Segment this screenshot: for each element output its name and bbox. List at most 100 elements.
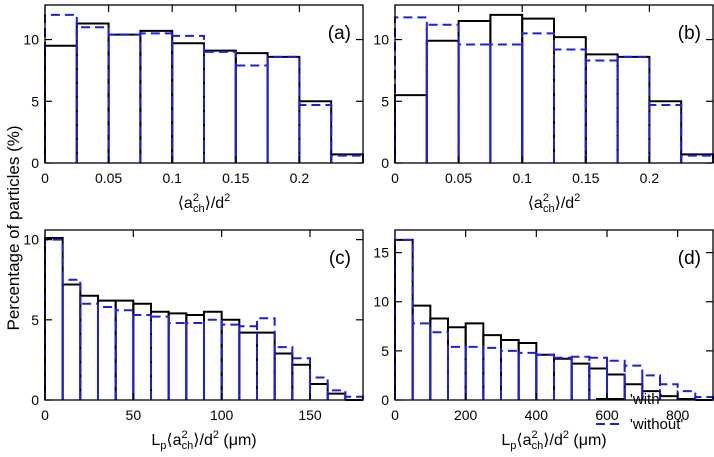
y-tick-label: 15 [373,245,389,261]
bar-without-3 [489,43,524,163]
x-tick-label: 800 [666,407,690,423]
x-axis-label-part: 2 [563,429,569,441]
series-without [44,13,364,163]
x-tick-label: 0.1 [162,170,182,186]
bar-without-0 [394,238,414,400]
bar-with-7 [616,55,651,163]
x-axis-label-part: ⟩/d [543,432,563,449]
x-axis-label-part: (μm) [569,432,607,449]
bar-without-9 [553,356,573,400]
bar-without-4 [171,34,205,163]
bar-with-12 [606,373,626,400]
x-axis-label-part: 2 [213,429,219,441]
bar-with-4 [464,322,485,400]
bar-with-10 [570,362,591,400]
x-tick-label: 0.2 [290,170,310,186]
bar-with-0 [394,238,414,400]
bar-without-9 [680,154,714,163]
bar-without-12 [256,317,276,400]
bar-with-0 [44,44,78,163]
bar-with-2 [457,20,492,163]
x-tick-label: 0 [41,407,49,423]
x-tick-label: 0.05 [95,170,122,186]
x-axis-label-part: ⟨a [516,432,531,449]
bar-without-6 [150,315,170,400]
bar-without-3 [447,345,467,400]
bar-without-10 [220,323,241,400]
y-tick-label: 10 [23,232,39,248]
x-tick-label: 0.1 [512,170,532,186]
bar-with-11 [238,331,258,400]
y-tick-label: 0 [31,392,39,408]
bar-with-5 [132,302,152,400]
bar-with-4 [114,299,135,400]
bar-without-1 [425,23,460,163]
bar-with-8 [535,353,555,400]
x-tick-label: 200 [454,407,478,423]
series-without [44,238,364,400]
y-tick-label: 0 [31,155,39,171]
bar-without-8 [185,322,205,400]
bar-with-5 [553,36,587,163]
bar-with-0 [394,94,428,163]
x-tick-label: 0.05 [445,170,472,186]
bar-without-4 [521,32,555,163]
y-tick-label: 5 [31,312,39,328]
bar-without-15 [309,376,329,400]
bar-with-5 [482,334,502,400]
bar-without-5 [203,50,237,163]
bar-with-5 [203,49,237,163]
bar-with-2 [429,317,449,400]
bar-with-10 [220,318,241,400]
x-tick-label: 100 [210,407,234,423]
bar-with-6 [584,53,619,163]
bar-without-15 [659,383,679,400]
y-tick-label: 5 [31,93,39,109]
bar-with-6 [150,310,170,400]
bar-without-13 [273,346,294,400]
y-tick-label: 10 [23,32,39,48]
bar-with-0 [44,237,64,400]
x-axis-label-part: L [151,432,160,449]
bar-without-4 [464,345,485,400]
panel-tag: (c) [329,248,351,269]
bar-with-2 [107,33,142,163]
bar-without-11 [238,325,258,400]
bar-without-8 [298,103,333,163]
x-axis-label-part: p [160,440,166,452]
y-tick-label: 0 [381,155,389,171]
x-axis-label-part: 2 [182,429,188,441]
bar-without-9 [203,318,223,400]
bar-with-7 [266,55,301,163]
x-axis-label-part: (μm) [219,432,257,449]
panel-tag: (b) [678,23,701,44]
y-axis-label: Percentage of particles (%) [4,125,23,330]
x-tick-label: 0 [391,407,399,423]
x-axis-label: ⟨a2 ch⟩/d2 [528,192,581,215]
bar-with-4 [521,17,555,163]
bar-without-2 [429,331,449,400]
legend-with-label: 'with' [630,391,663,408]
bar-with-2 [79,294,99,400]
x-axis-label-part: 2 [224,192,230,204]
x-tick-label: 0.2 [640,170,660,186]
bar-without-5 [132,314,152,400]
bar-with-1 [425,39,460,163]
bar-without-7 [167,322,188,400]
bar-with-15 [309,382,329,400]
x-axis-label-part: 2 [543,192,549,204]
bar-without-14 [641,374,661,400]
bar-without-11 [588,356,608,400]
y-tick-label: 10 [373,32,389,48]
bar-with-11 [588,367,608,400]
bar-without-1 [61,278,82,400]
bar-with-1 [411,304,432,400]
x-axis-label-part: p [510,440,516,452]
x-axis-label: ⟨a2 ch⟩/d2 [178,192,231,215]
bar-with-14 [291,363,311,400]
bar-without-7 [517,351,538,400]
